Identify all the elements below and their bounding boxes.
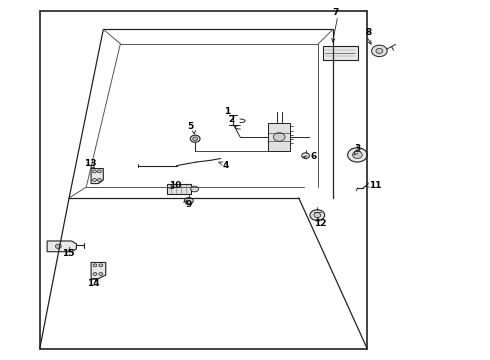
Circle shape (55, 244, 61, 248)
Circle shape (371, 45, 387, 57)
Text: 14: 14 (87, 279, 100, 288)
Circle shape (273, 133, 285, 141)
Text: 8: 8 (365, 28, 371, 37)
Circle shape (93, 179, 97, 181)
Bar (323, 46, 358, 59)
Bar (167, 184, 191, 194)
Text: 12: 12 (314, 219, 326, 228)
Text: 11: 11 (368, 181, 381, 190)
Text: 7: 7 (333, 8, 339, 17)
Text: 3: 3 (354, 144, 361, 153)
Circle shape (184, 198, 193, 204)
Circle shape (93, 264, 97, 267)
Circle shape (98, 170, 101, 173)
Circle shape (93, 273, 97, 275)
Circle shape (314, 213, 321, 218)
Circle shape (99, 264, 103, 267)
Text: 1: 1 (224, 107, 230, 116)
Text: 4: 4 (222, 161, 229, 170)
Polygon shape (91, 168, 103, 184)
Circle shape (376, 48, 383, 53)
Polygon shape (91, 262, 106, 279)
Circle shape (347, 148, 367, 162)
Circle shape (193, 137, 197, 140)
Circle shape (190, 135, 200, 142)
Polygon shape (47, 241, 76, 252)
Polygon shape (269, 123, 290, 150)
Circle shape (99, 273, 103, 275)
Circle shape (310, 210, 325, 221)
Circle shape (352, 151, 362, 158)
Circle shape (302, 153, 310, 158)
Circle shape (98, 179, 101, 181)
Circle shape (191, 186, 198, 192)
Text: 13: 13 (84, 159, 97, 168)
Text: 10: 10 (170, 181, 182, 190)
Text: 5: 5 (187, 122, 194, 131)
Text: 6: 6 (310, 152, 317, 161)
Text: 15: 15 (62, 249, 74, 258)
Circle shape (93, 170, 97, 173)
Text: 9: 9 (185, 199, 192, 208)
Text: 2: 2 (228, 114, 234, 123)
